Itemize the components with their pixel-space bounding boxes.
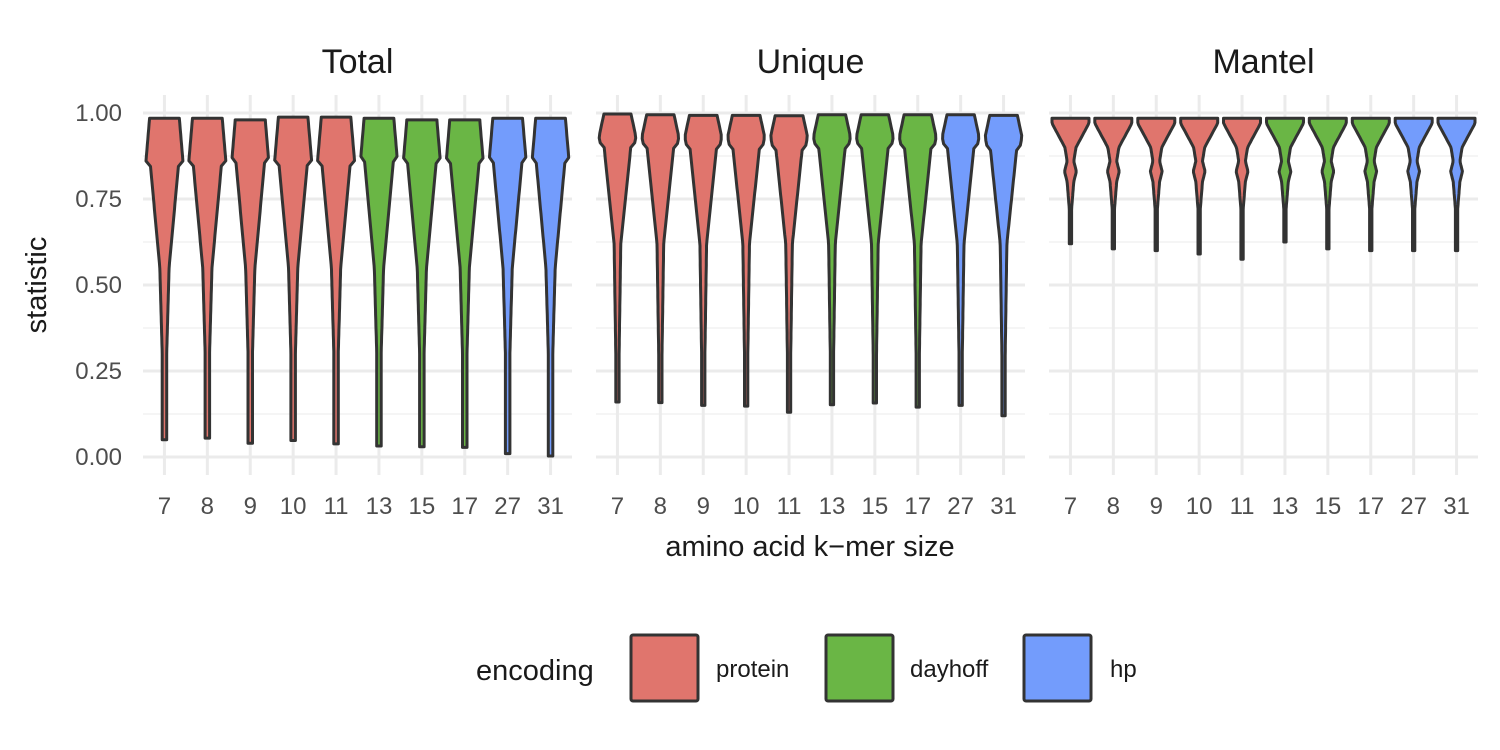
violin-unique-k13 [812,113,852,407]
x-tick-label: 27 [947,493,974,520]
violin-total-k15 [402,118,442,449]
x-tick-label: 17 [1357,493,1384,520]
violin-unique-k11 [769,114,809,414]
x-tick-label: 7 [158,493,171,520]
x-tick-label: 9 [1150,493,1163,520]
legend-label: dayhoff [910,656,989,683]
facet-panel-unique: Unique 7 8 9 10 11 13 15 17 27 31 [596,43,1025,520]
violin-total-k17 [445,118,485,449]
legend-key-hp [1022,633,1093,703]
violin-mantel-k7 [1050,116,1091,246]
facet-title: Unique [757,43,865,81]
x-tick-label: 8 [201,493,214,520]
x-tick-label: 11 [324,493,349,520]
facet-panel-total: Total 7 8 9 10 11 13 15 17 27 31 [143,43,572,520]
x-tick-label: 15 [408,493,435,520]
x-tick-label: 9 [697,493,710,520]
violin-unique-k27 [941,113,981,407]
x-tick-label: 10 [280,493,307,520]
x-tick-label: 13 [819,493,846,520]
x-tick-label: 9 [244,493,257,520]
facet-title: Total [322,43,394,81]
violin-mantel-k15 [1307,116,1348,251]
legend-title: encoding [476,655,594,687]
x-tick-label: 17 [904,493,931,520]
violin-total-k7 [144,116,185,442]
violin-mantel-k31 [1436,116,1477,253]
y-tick-label: 0.50 [75,272,122,299]
facet-panel-mantel: Mantel 7 8 9 10 11 13 15 17 27 31 [1049,43,1478,520]
x-tick-label: 8 [654,493,667,520]
violin-total-k31 [530,116,571,458]
legend-key-dayhoff [824,633,895,703]
x-tick-label: 17 [451,493,478,520]
x-tick-label: 15 [1314,493,1341,520]
legend-key-protein [629,633,700,703]
violin-mantel-k8 [1093,116,1134,251]
violin-mantel-k11 [1222,116,1262,261]
facet-title: Mantel [1212,43,1314,81]
x-tick-label: 31 [990,493,1017,520]
x-tick-label: 13 [366,493,393,520]
x-tick-label: 8 [1107,493,1120,520]
y-tick-label: 0.25 [75,358,122,385]
x-tick-label: 13 [1272,493,1299,520]
x-tick-label: 27 [494,493,521,520]
y-tick-label: 1.00 [75,100,122,127]
violin-unique-k15 [855,113,895,405]
violin-unique-k10 [726,113,766,408]
legend-label: protein [716,656,789,683]
violin-unique-k8 [640,113,680,405]
y-tick-label: 0.75 [75,186,122,213]
violin-unique-k9 [683,113,723,407]
violin-total-k27 [488,116,528,456]
x-tick-label: 11 [1230,493,1255,520]
x-tick-label: 31 [537,493,564,520]
y-axis-title: statistic [21,237,53,334]
x-tick-label: 27 [1400,493,1427,520]
x-tick-label: 11 [777,493,802,520]
x-tick-label: 15 [861,493,888,520]
x-tick-label: 31 [1443,493,1470,520]
violin-unique-k7 [597,112,638,404]
x-tick-label: 7 [1064,493,1077,520]
violin-total-k8 [187,116,228,440]
violin-mantel-k17 [1350,116,1391,253]
x-tick-label: 10 [733,493,760,520]
violin-mantel-k13 [1265,116,1305,244]
violin-unique-k31 [983,113,1024,418]
violin-mantel-k27 [1393,116,1434,253]
violin-total-k9 [230,118,270,445]
x-axis-title: amino acid k−mer size [665,531,954,563]
violin-mantel-k10 [1179,116,1220,256]
y-tick-label: 0.00 [75,444,122,471]
violin-total-k10 [273,115,314,442]
violin-total-k13 [359,116,399,448]
violin-mantel-k9 [1136,116,1177,253]
violin-total-k11 [316,115,356,446]
x-tick-label: 10 [1186,493,1213,520]
legend: encoding protein dayhoff hp [476,633,1137,703]
violin-unique-k17 [898,113,938,409]
legend-label: hp [1110,656,1137,683]
x-tick-label: 7 [611,493,624,520]
